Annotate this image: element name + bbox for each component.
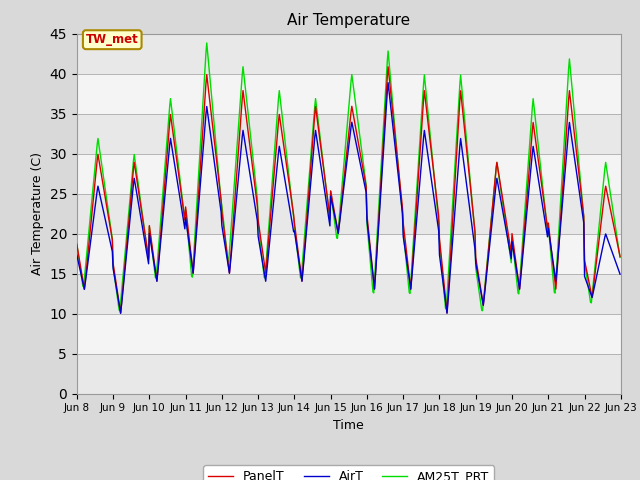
PanelT xyxy=(616,254,624,260)
AirT xyxy=(432,207,440,213)
Bar xyxy=(77,193,621,234)
AirT xyxy=(223,256,231,262)
PanelT xyxy=(73,241,81,247)
AM25T_PRT xyxy=(415,151,423,156)
Legend: PanelT, AirT, AM25T_PRT: PanelT, AirT, AM25T_PRT xyxy=(203,465,495,480)
AirT xyxy=(140,229,147,235)
Y-axis label: Air Temperature (C): Air Temperature (C) xyxy=(31,152,44,275)
Bar xyxy=(77,73,621,114)
Bar xyxy=(77,114,621,154)
PanelT xyxy=(432,187,440,193)
AirT xyxy=(616,271,624,277)
Line: AM25T_PRT: AM25T_PRT xyxy=(77,43,620,311)
AM25T_PRT xyxy=(431,181,439,187)
Bar xyxy=(77,234,621,274)
AM25T_PRT xyxy=(203,40,211,46)
AirT xyxy=(116,311,124,316)
AM25T_PRT xyxy=(139,213,147,218)
AM25T_PRT xyxy=(223,252,231,257)
Bar xyxy=(77,274,621,313)
Line: AirT: AirT xyxy=(77,83,620,313)
AirT xyxy=(83,270,90,276)
AM25T_PRT xyxy=(83,252,90,258)
Bar xyxy=(77,154,621,193)
AM25T_PRT xyxy=(73,241,81,247)
Bar xyxy=(77,313,621,354)
AM25T_PRT xyxy=(479,308,486,313)
AirT xyxy=(416,180,424,185)
PanelT xyxy=(140,220,147,226)
Bar xyxy=(77,34,621,73)
PanelT xyxy=(83,264,90,270)
PanelT xyxy=(384,64,392,70)
PanelT xyxy=(116,310,124,316)
AM25T_PRT xyxy=(616,254,624,260)
PanelT xyxy=(223,252,231,258)
Line: PanelT: PanelT xyxy=(77,67,620,313)
X-axis label: Time: Time xyxy=(333,419,364,432)
Text: TW_met: TW_met xyxy=(86,33,139,46)
Title: Air Temperature: Air Temperature xyxy=(287,13,410,28)
AirT xyxy=(384,80,392,85)
PanelT xyxy=(195,193,202,199)
AirT xyxy=(195,205,202,211)
AM25T_PRT xyxy=(194,187,202,192)
AirT xyxy=(73,252,81,258)
Bar xyxy=(77,354,621,394)
PanelT xyxy=(416,153,424,158)
